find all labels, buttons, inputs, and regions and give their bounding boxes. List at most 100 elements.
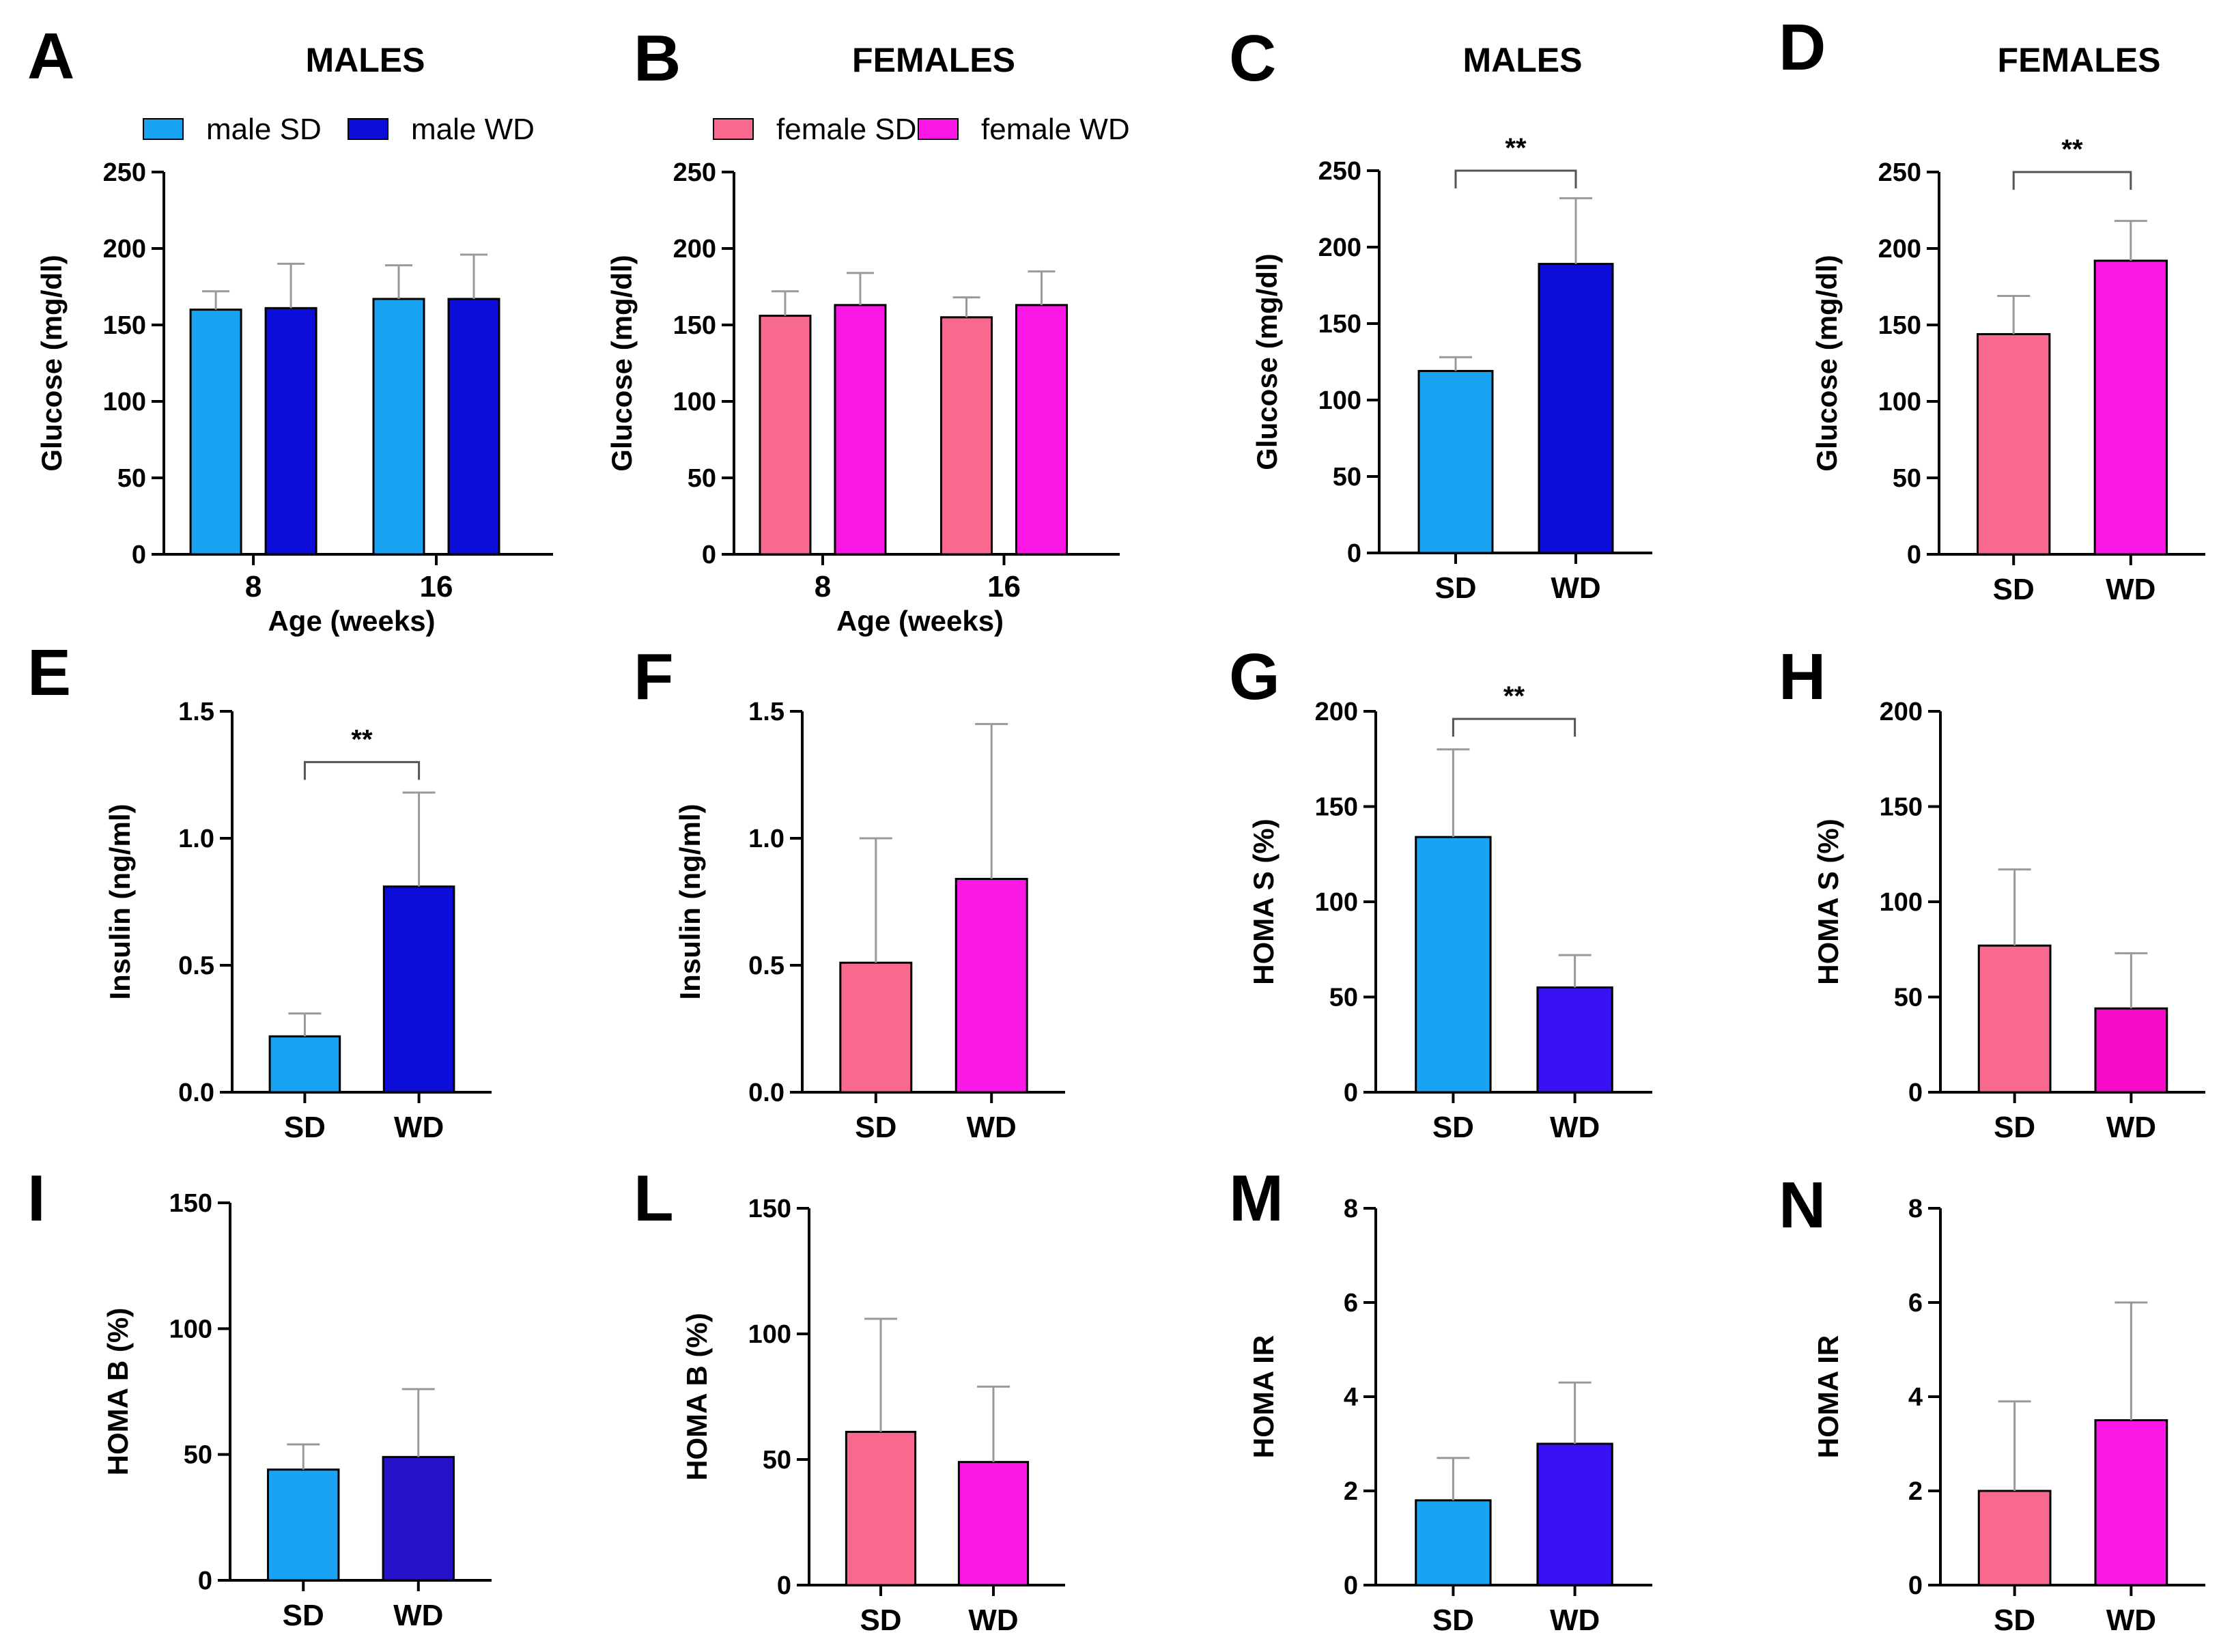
y-tick-label: 0: [1344, 1571, 1358, 1600]
panel-d: D FEMALES 0 50 100 150 200 250 Glucose (mg/dl) SD…: [1779, 11, 2205, 606]
significance-bracket: [2012, 171, 2132, 190]
x-tick-label: SD: [1994, 1604, 2035, 1637]
panel-b: B FEMALES 0 50 100 150 200 250 Glucose (mg/dl) 8 1…: [606, 22, 1130, 637]
y-tick-label: 100: [169, 1315, 212, 1343]
bar: [1536, 986, 1613, 1094]
y-tick-label: 0: [777, 1571, 791, 1600]
panel-c: C MALES 0 50 100 150 200 250 Glucose (mg/dl) SD WD…: [1229, 22, 1652, 605]
y-tick-label: 0: [702, 541, 716, 569]
y-axis-title: HOMA B (%): [681, 1313, 713, 1481]
y-tick-label: 50: [688, 464, 716, 493]
bar: [1417, 369, 1494, 554]
y-tick-label: 100: [748, 1320, 791, 1349]
y-tick-label: 0.5: [178, 952, 214, 980]
y-axis-title: Glucose (mg/dl): [36, 255, 68, 471]
y-tick-label: 8: [1344, 1195, 1358, 1223]
x-axis-title: Age (weeks): [268, 605, 435, 637]
y-tick-label: 50: [1894, 984, 1923, 1012]
bar: [2094, 1419, 2168, 1586]
x-tick-label: WD: [1551, 571, 1600, 605]
bar: [447, 298, 500, 556]
bar: [267, 1468, 340, 1582]
y-axis-title: Insulin (ng/ml): [104, 804, 136, 1000]
panel-f: F 0.0 0.5 1.0 1.5 Insulin (ng/ml) SD WD: [634, 640, 1065, 1144]
panel-letter: G: [1229, 640, 1280, 713]
y-tick-label: 2: [1344, 1477, 1358, 1506]
y-tick-label: 150: [1878, 311, 1921, 340]
bar: [2094, 1007, 2168, 1094]
x-tick-label: SD: [283, 1599, 324, 1632]
x-tick-label: 16: [987, 570, 1021, 603]
panel-letter: E: [27, 636, 71, 709]
panel-title: FEMALES: [852, 41, 1015, 79]
y-tick-label: 4: [1908, 1383, 1923, 1412]
y-tick-label: 0: [1908, 1079, 1923, 1107]
x-tick-label: WD: [2106, 1604, 2156, 1637]
panel-e: E 0.0 0.5 1.0 1.5 Insulin (ng/ml) SD WD **: [27, 636, 492, 1144]
bar: [372, 298, 425, 556]
y-tick-label: 1.5: [178, 698, 214, 726]
y-tick-label: 150: [1318, 310, 1361, 339]
panel-m: M 0 2 4 6 8 HOMA IR SD WD: [1229, 1162, 1652, 1637]
legend-label: female WD: [981, 113, 1130, 146]
y-tick-label: 200: [1315, 698, 1358, 726]
y-tick-label: 250: [1318, 157, 1361, 186]
bar: [957, 1461, 1030, 1586]
bar: [1536, 1442, 1613, 1586]
y-tick-label: 150: [673, 311, 716, 340]
y-tick-label: 100: [673, 388, 716, 416]
y-tick-label: 50: [1893, 464, 1921, 493]
bar: [1538, 263, 1614, 554]
y-axis-title: HOMA S (%): [1812, 818, 1844, 984]
significance-label: **: [351, 724, 373, 754]
y-tick-label: 150: [748, 1195, 791, 1223]
y-tick-label: 0.5: [748, 952, 784, 980]
x-tick-label: WD: [968, 1604, 1018, 1637]
panel-letter: F: [634, 640, 674, 713]
bar: [2093, 259, 2168, 556]
panel-letter: H: [1779, 640, 1826, 713]
y-tick-label: 0: [1347, 539, 1361, 568]
y-tick-label: 0: [1907, 541, 1921, 569]
bar: [264, 307, 317, 556]
y-tick-label: 6: [1344, 1289, 1358, 1318]
panel-l: L 0 50 100 150 HOMA B (%) SD WD: [634, 1162, 1065, 1637]
y-tick-label: 200: [1880, 698, 1923, 726]
y-tick-label: 100: [103, 388, 146, 416]
bar: [382, 1455, 455, 1582]
panel-i: I 0 50 100 150 HOMA B (%) SD WD: [27, 1162, 492, 1632]
bar: [839, 961, 913, 1094]
y-tick-label: 50: [1333, 463, 1361, 492]
y-axis-title: HOMA S (%): [1247, 818, 1279, 984]
panel-letter: B: [634, 22, 681, 95]
y-tick-label: 0.0: [178, 1079, 214, 1107]
y-axis-title: Insulin (ng/ml): [674, 804, 706, 1000]
legend-swatch: [713, 118, 754, 140]
bar: [268, 1035, 341, 1094]
y-tick-label: 200: [1318, 233, 1361, 262]
y-tick-label: 100: [1880, 888, 1923, 917]
x-tick-label: SD: [1432, 1604, 1474, 1637]
panel-title: MALES: [306, 41, 425, 79]
x-tick-label: WD: [1550, 1111, 1600, 1144]
x-tick-label: WD: [394, 1111, 444, 1144]
x-tick-label: SD: [1434, 571, 1476, 605]
y-tick-label: 6: [1908, 1289, 1923, 1318]
y-tick-label: 4: [1344, 1383, 1358, 1412]
panel-n: N 0 2 4 6 8 HOMA IR SD WD: [1779, 1169, 2205, 1637]
bar: [1977, 1490, 2052, 1586]
x-tick-label: 8: [815, 570, 831, 603]
x-tick-label: WD: [2106, 573, 2155, 606]
bar: [1015, 304, 1068, 556]
x-tick-label: SD: [1994, 1111, 2035, 1144]
significance-bracket: [1452, 717, 1576, 737]
panel-g: G 0 50 100 150 200 HOMA S (%) SD WD **: [1229, 640, 1652, 1144]
bar: [1977, 944, 2052, 1094]
y-tick-label: 0: [1908, 1571, 1923, 1600]
panel-letter: C: [1229, 22, 1276, 95]
y-tick-label: 200: [1878, 235, 1921, 264]
y-tick-label: 1.0: [178, 825, 214, 853]
y-tick-label: 0: [1344, 1079, 1358, 1107]
y-tick-label: 100: [1878, 388, 1921, 416]
